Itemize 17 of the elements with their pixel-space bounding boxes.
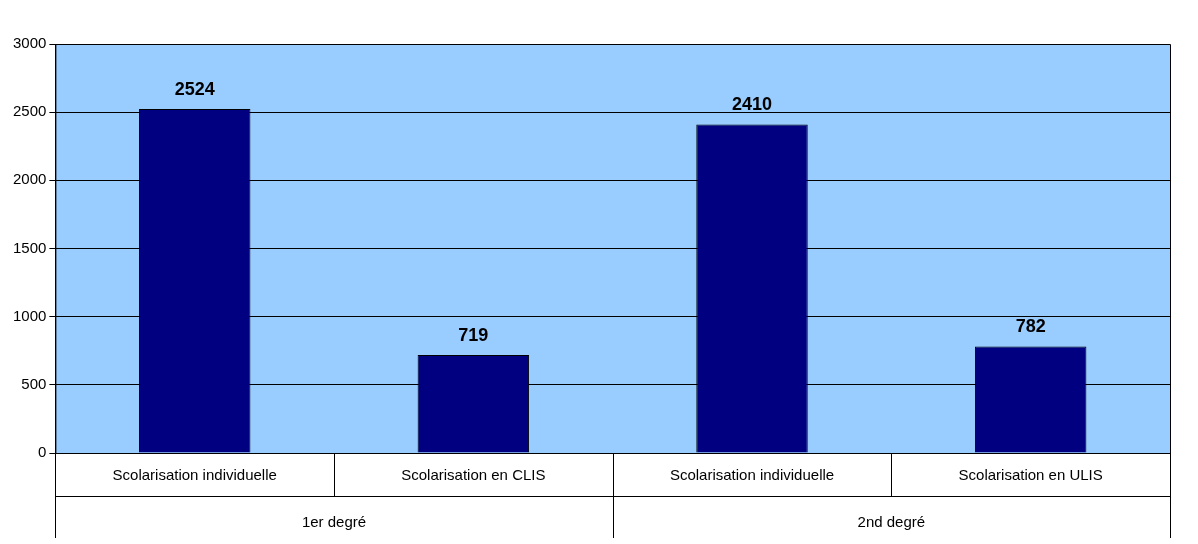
data-label: 2410 — [731, 94, 773, 115]
y-tick-label: 1000 — [12, 306, 47, 324]
y-tick-label: 3000 — [12, 34, 47, 52]
data-label: 719 — [458, 324, 489, 345]
text: 1er degré — [301, 513, 367, 531]
y-tick-label: 0 — [38, 443, 47, 461]
text: 2nd degré — [857, 513, 926, 531]
data-label: 782 — [1015, 316, 1046, 337]
y-tick-label: 2000 — [12, 170, 47, 188]
x-tick-label: Scolarisation en ULIS — [958, 466, 1103, 484]
x-tick-label: Scolarisation individuelle — [112, 466, 277, 484]
x-tick-label: Scolarisation individuelle — [669, 466, 835, 484]
y-tick-label: 1500 — [12, 238, 47, 256]
y-tick-label: 500 — [21, 374, 47, 392]
data-label: 2524 — [174, 78, 215, 99]
y-tick-label: 2500 — [12, 102, 47, 120]
x-tick-label: Scolarisation en CLIS — [401, 466, 546, 484]
